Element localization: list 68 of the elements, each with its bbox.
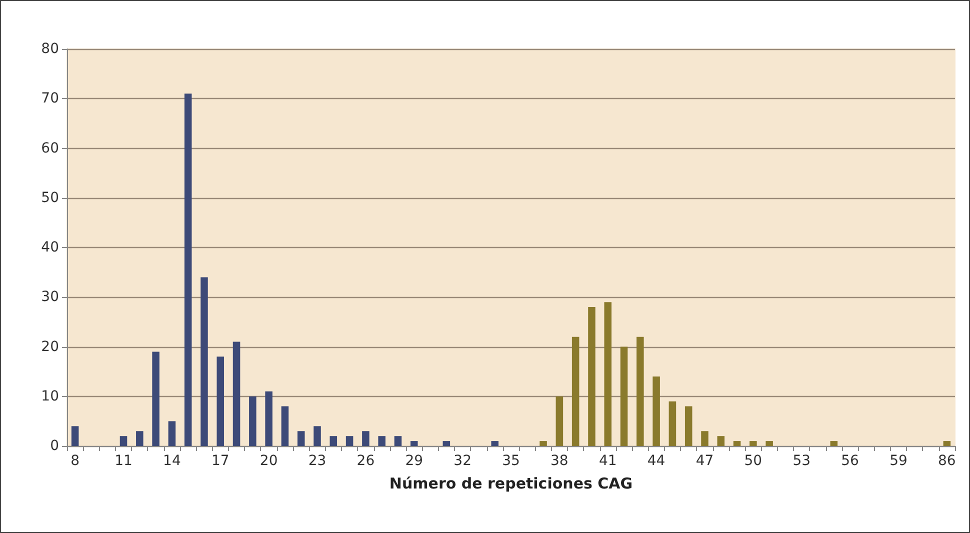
- bar: [540, 441, 547, 446]
- bar: [314, 426, 321, 446]
- bar: [136, 431, 144, 446]
- bar: [830, 441, 838, 446]
- x-tick-label: 8: [70, 453, 80, 469]
- x-axis-title: Número de repeticiones CAG: [389, 474, 633, 492]
- bar: [378, 436, 386, 446]
- x-tick-label: 26: [356, 453, 375, 469]
- x-tick-label: 14: [163, 453, 181, 469]
- x-tick-label: 20: [260, 453, 278, 469]
- bar: [297, 431, 305, 446]
- bar: [717, 436, 725, 446]
- bar: [604, 302, 612, 446]
- bar: [281, 406, 289, 446]
- y-tick-label: 70: [41, 90, 59, 107]
- x-tick-label: 35: [502, 453, 520, 469]
- bar: [184, 94, 192, 446]
- x-tick-label: 56: [841, 453, 860, 469]
- bar: [410, 441, 418, 446]
- y-tick-label: 0: [50, 438, 59, 454]
- bar: [668, 401, 676, 446]
- y-tick-label: 80: [41, 41, 59, 57]
- bar: [330, 436, 338, 446]
- bar: [943, 441, 951, 446]
- bar: [620, 346, 628, 446]
- bar: [750, 441, 757, 446]
- bar: [152, 352, 160, 446]
- bar: [362, 431, 370, 446]
- x-tick-label: 47: [696, 453, 714, 469]
- bar: [71, 426, 79, 446]
- bar: [588, 307, 596, 446]
- x-tick-label: 11: [114, 453, 132, 469]
- bar: [442, 441, 450, 446]
- y-tick-label: 60: [41, 140, 59, 156]
- bar: [168, 421, 176, 446]
- bar: [636, 336, 644, 446]
- x-tick-label: 29: [405, 453, 424, 469]
- x-tick-label: 50: [744, 453, 762, 469]
- y-tick-label: 20: [41, 338, 59, 355]
- y-tick-label: 50: [41, 190, 59, 206]
- x-tick-label: 38: [550, 453, 568, 469]
- x-tick-label: 23: [308, 453, 326, 469]
- bar: [766, 441, 773, 446]
- x-tick-label: 86: [938, 453, 956, 469]
- y-tick-label: 40: [41, 240, 59, 256]
- bar: [394, 436, 402, 446]
- bar: [120, 436, 128, 446]
- x-tick-label: 59: [890, 453, 908, 469]
- x-tick-label: 32: [454, 453, 472, 469]
- bar: [216, 356, 224, 446]
- bar: [491, 441, 498, 446]
- x-tick-label: 44: [647, 453, 666, 469]
- y-tick-label: 10: [41, 388, 59, 404]
- bar: [701, 431, 708, 446]
- x-tick-label: 41: [598, 453, 617, 469]
- bar: [684, 406, 692, 446]
- bar: [265, 391, 272, 446]
- bar: [572, 336, 580, 446]
- bar: [652, 376, 660, 446]
- bar: [556, 396, 564, 446]
- y-tick-label: 30: [41, 289, 59, 306]
- bar: [200, 277, 208, 446]
- bar: [232, 342, 240, 446]
- x-tick-label: 17: [211, 453, 230, 469]
- bar: [733, 441, 741, 446]
- bar: [249, 396, 256, 446]
- bar: [346, 436, 354, 446]
- x-tick-label: 53: [792, 453, 811, 469]
